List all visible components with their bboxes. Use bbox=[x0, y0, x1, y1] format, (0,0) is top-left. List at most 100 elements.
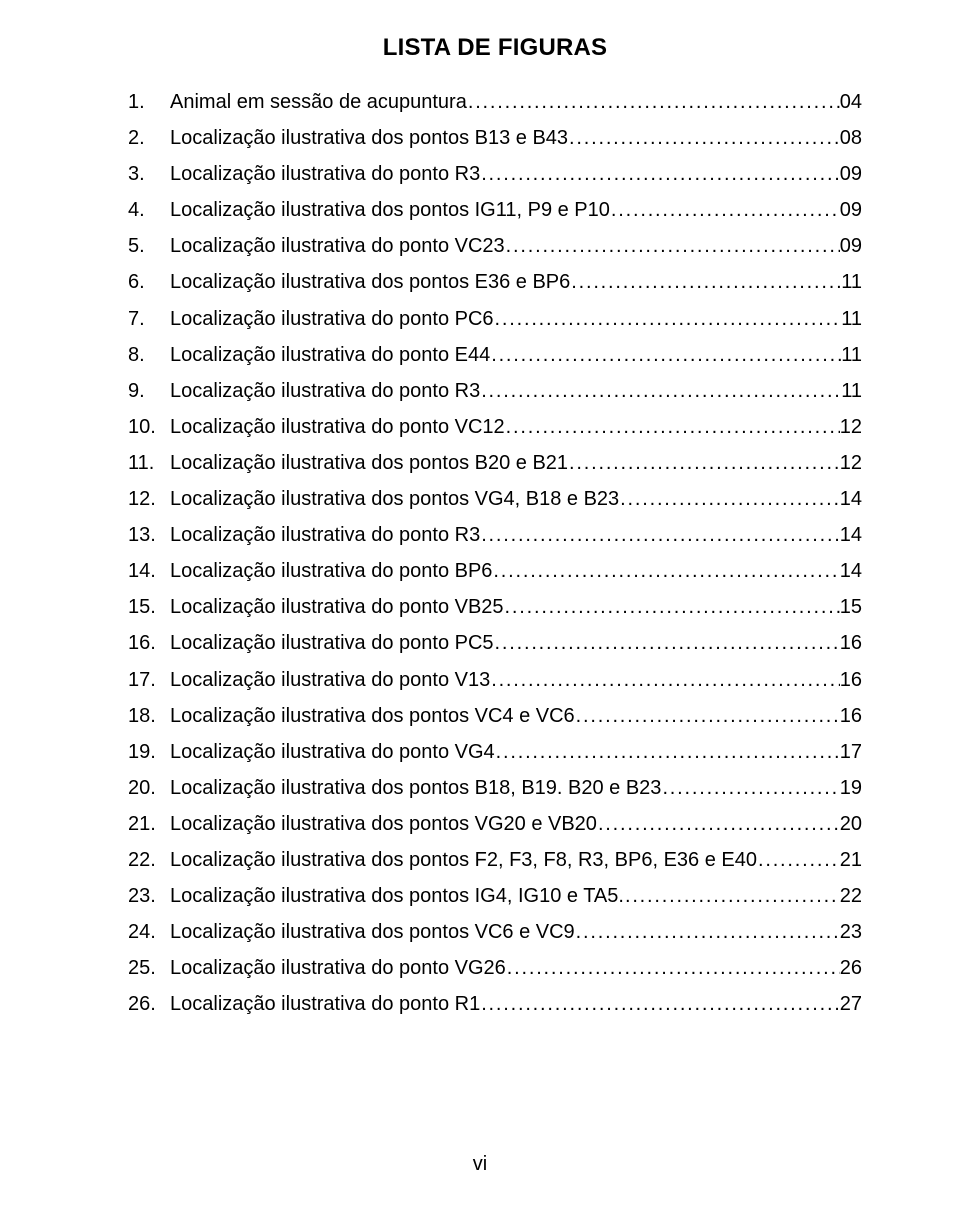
toc-entry: 18.Localização ilustrativa dos pontos VC… bbox=[128, 706, 862, 726]
toc-entry: 3.Localização ilustrativa do ponto R3 09 bbox=[128, 164, 862, 184]
toc-entry-number: 22. bbox=[128, 850, 170, 870]
toc-leader-dots bbox=[597, 814, 840, 834]
toc-entry-page: 14 bbox=[840, 489, 862, 509]
toc-leader-dots bbox=[505, 417, 840, 437]
page-title: LISTA DE FIGURAS bbox=[128, 34, 862, 62]
toc-entry-description: Localização ilustrativa do ponto R3 bbox=[170, 164, 480, 184]
toc-entry-page: 16 bbox=[840, 706, 862, 726]
toc-leader-dots bbox=[570, 272, 841, 292]
toc-entry-page: 22 bbox=[840, 886, 862, 906]
toc-entry-page: 11 bbox=[841, 381, 862, 401]
toc-entry-description: Localização ilustrativa dos pontos F2, F… bbox=[170, 850, 757, 870]
toc-leader-dots bbox=[619, 489, 840, 509]
toc-entry-page: 14 bbox=[840, 561, 862, 581]
toc-entry-page: 26 bbox=[840, 958, 862, 978]
toc-entry-number: 12. bbox=[128, 489, 170, 509]
toc-entry-number: 1. bbox=[128, 92, 170, 112]
toc-entry-description: Localização ilustrativa do ponto BP6 bbox=[170, 561, 492, 581]
toc-entry-description: Localização ilustrativa dos pontos VC6 e… bbox=[170, 922, 575, 942]
toc-entry-description: Localização ilustrativa do ponto VC12 bbox=[170, 417, 505, 437]
toc-leader-dots bbox=[494, 309, 842, 329]
toc-entry-page: 11 bbox=[841, 345, 862, 365]
toc-leader-dots bbox=[506, 958, 840, 978]
toc-entry-number: 23. bbox=[128, 886, 170, 906]
toc-leader-dots bbox=[757, 850, 840, 870]
toc-entry-number: 21. bbox=[128, 814, 170, 834]
toc-entry-description: Localização ilustrativa do ponto VG26 bbox=[170, 958, 506, 978]
toc-entry-number: 20. bbox=[128, 778, 170, 798]
toc-leader-dots bbox=[568, 453, 840, 473]
toc-entry-page: 23 bbox=[840, 922, 862, 942]
toc-leader-dots bbox=[490, 670, 840, 690]
page-number-footer: vi bbox=[0, 1153, 960, 1176]
toc-entry-description: Localização ilustrativa do ponto PC5 bbox=[170, 633, 494, 653]
toc-leader-dots bbox=[610, 200, 840, 220]
toc-leader-dots bbox=[575, 706, 840, 726]
toc-entry: 21.Localização ilustrativa dos pontos VG… bbox=[128, 814, 862, 834]
toc-entry-page: 11 bbox=[841, 272, 862, 292]
toc-entry-number: 8. bbox=[128, 345, 170, 365]
toc-entry-page: 21 bbox=[840, 850, 862, 870]
toc-entry-description: Animal em sessão de acupuntura bbox=[170, 92, 467, 112]
toc-entry-description: Localização ilustrativa do ponto VB25 bbox=[170, 597, 504, 617]
toc-leader-dots bbox=[467, 92, 840, 112]
toc-entry: 13.Localização ilustrativa do ponto R3 14 bbox=[128, 525, 862, 545]
toc-entry-number: 25. bbox=[128, 958, 170, 978]
toc-entry-number: 11. bbox=[128, 453, 170, 473]
toc-entry: 2.Localização ilustrativa dos pontos B13… bbox=[128, 128, 862, 148]
toc-entry: 4.Localização ilustrativa dos pontos IG1… bbox=[128, 200, 862, 220]
toc-leader-dots bbox=[575, 922, 840, 942]
toc-entry-description: Localização ilustrativa do ponto R3 bbox=[170, 525, 480, 545]
toc-leader-dots bbox=[494, 633, 840, 653]
toc-entry-page: 14 bbox=[840, 525, 862, 545]
toc-entry-description: Localização ilustrativa do ponto R1 bbox=[170, 994, 480, 1014]
toc-entry-number: 7. bbox=[128, 309, 170, 329]
toc-entry-description: Localização ilustrativa do ponto PC6 bbox=[170, 309, 494, 329]
toc-entry: 19.Localização ilustrativa do ponto VG41… bbox=[128, 742, 862, 762]
toc-leader-dots bbox=[624, 886, 840, 906]
toc-entry-number: 24. bbox=[128, 922, 170, 942]
toc-entry: 1.Animal em sessão de acupuntura04 bbox=[128, 92, 862, 112]
toc-leader-dots bbox=[504, 597, 840, 617]
toc-entry-page: 08 bbox=[840, 128, 862, 148]
toc-entry-description: Localização ilustrativa do ponto E44 bbox=[170, 345, 490, 365]
toc-entry: 24.Localização ilustrativa dos pontos VC… bbox=[128, 922, 862, 942]
toc-entry-number: 18. bbox=[128, 706, 170, 726]
toc-entry-page: 09 bbox=[840, 236, 862, 256]
toc-entry-description: Localização ilustrativa dos pontos E36 e… bbox=[170, 272, 570, 292]
toc-entry-page: 11 bbox=[841, 309, 862, 329]
toc-entry: 15.Localização ilustrativa do ponto VB25… bbox=[128, 597, 862, 617]
toc-entry-description: Localização ilustrativa dos pontos IG4, … bbox=[170, 886, 624, 906]
toc-entry-number: 19. bbox=[128, 742, 170, 762]
toc-entry-number: 15. bbox=[128, 597, 170, 617]
toc-entry-page: 09 bbox=[840, 164, 862, 184]
toc-entry-description: Localização ilustrativa dos pontos VG20 … bbox=[170, 814, 597, 834]
toc-entry-page: 15 bbox=[840, 597, 862, 617]
toc-entry: 9.Localização ilustrativa do ponto R311 bbox=[128, 381, 862, 401]
toc-entry: 5.Localização ilustrativa do ponto VC230… bbox=[128, 236, 862, 256]
toc-entry-description: Localização ilustrativa dos pontos B18, … bbox=[170, 778, 661, 798]
toc-entry-description: Localização ilustrativa do ponto V13 bbox=[170, 670, 490, 690]
toc-entry-page: 16 bbox=[840, 670, 862, 690]
toc-entry-number: 4. bbox=[128, 200, 170, 220]
toc-entry: 23.Localização ilustrativa dos pontos IG… bbox=[128, 886, 862, 906]
toc-entry-page: 19 bbox=[840, 778, 862, 798]
toc-entry-page: 12 bbox=[840, 417, 862, 437]
toc-entry-description: Localização ilustrativa dos pontos IG11,… bbox=[170, 200, 610, 220]
page: LISTA DE FIGURAS 1.Animal em sessão de a… bbox=[0, 0, 960, 1214]
toc-entry-number: 6. bbox=[128, 272, 170, 292]
toc-leader-dots bbox=[480, 164, 840, 184]
toc-entry-number: 3. bbox=[128, 164, 170, 184]
toc-entries: 1.Animal em sessão de acupuntura04 2.Loca… bbox=[128, 92, 862, 1014]
toc-entry-number: 13. bbox=[128, 525, 170, 545]
toc-leader-dots bbox=[480, 525, 840, 545]
toc-entry-description: Localização ilustrativa do ponto VC23 bbox=[170, 236, 505, 256]
toc-entry-number: 10. bbox=[128, 417, 170, 437]
toc-entry: 16.Localização ilustrativa do ponto PC51… bbox=[128, 633, 862, 653]
toc-entry-number: 14. bbox=[128, 561, 170, 581]
toc-entry-page: 12 bbox=[840, 453, 862, 473]
toc-leader-dots bbox=[495, 742, 840, 762]
toc-entry-page: 27 bbox=[840, 994, 862, 1014]
toc-leader-dots bbox=[492, 561, 839, 581]
toc-entry: 11.Localização ilustrativa dos pontos B2… bbox=[128, 453, 862, 473]
